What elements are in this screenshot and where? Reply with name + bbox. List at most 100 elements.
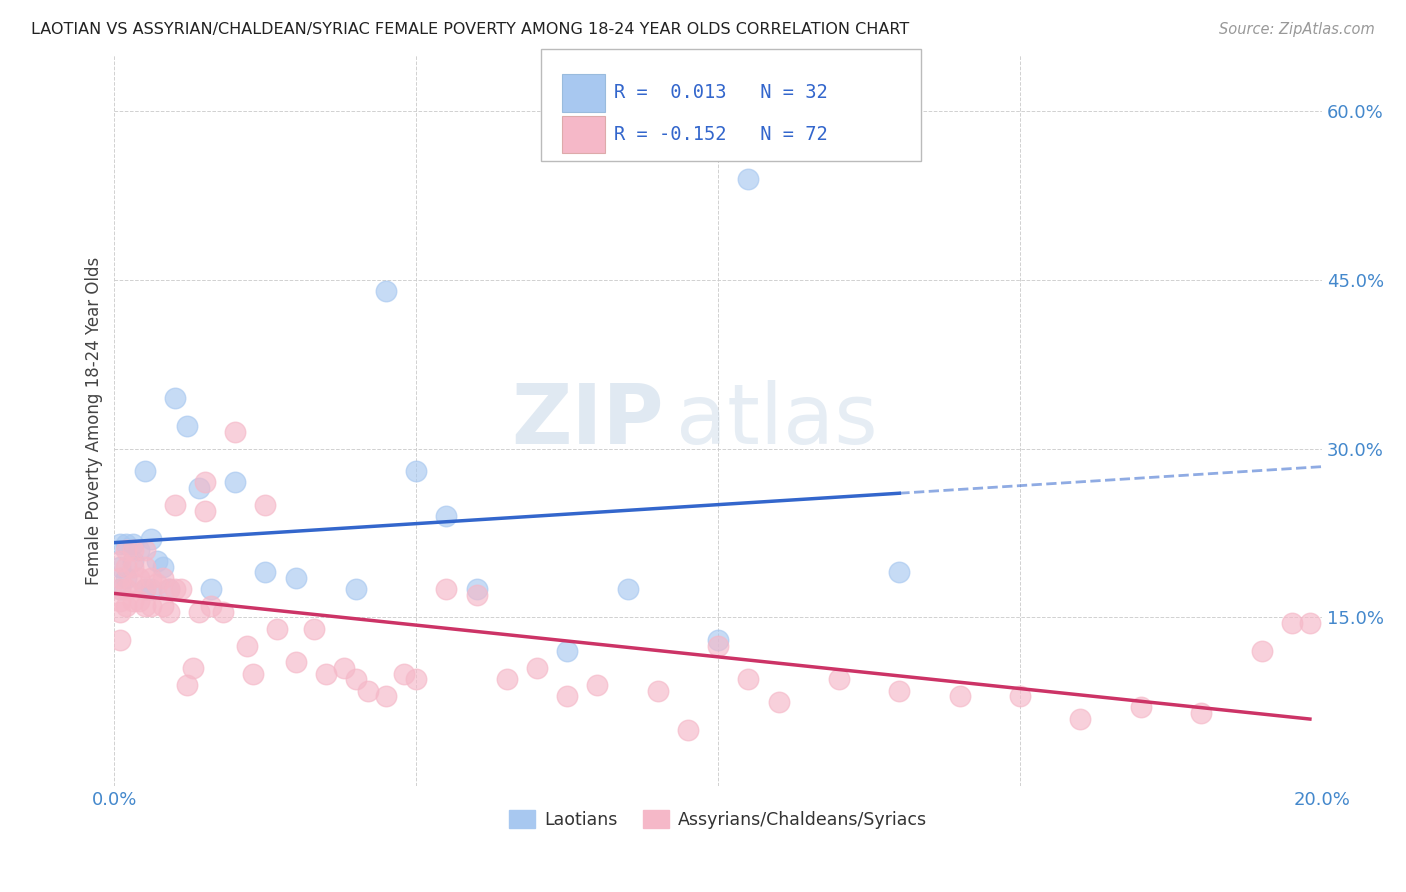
Point bbox=[284, 571, 307, 585]
Point bbox=[152, 599, 174, 614]
Point bbox=[170, 582, 193, 597]
Point bbox=[200, 599, 222, 614]
Point bbox=[128, 593, 150, 607]
Point bbox=[302, 622, 325, 636]
Point bbox=[187, 605, 209, 619]
Point bbox=[121, 543, 143, 558]
Point bbox=[737, 673, 759, 687]
Point bbox=[436, 582, 458, 597]
Point bbox=[110, 632, 132, 647]
Point bbox=[134, 464, 156, 478]
Point bbox=[139, 582, 162, 597]
Point bbox=[405, 673, 427, 687]
Point bbox=[115, 543, 138, 558]
Point bbox=[616, 582, 638, 597]
Point bbox=[357, 683, 380, 698]
Point bbox=[163, 582, 186, 597]
Point bbox=[224, 475, 246, 490]
Point bbox=[555, 689, 578, 703]
Point bbox=[128, 571, 150, 585]
Point bbox=[110, 571, 132, 585]
Point bbox=[128, 543, 150, 558]
Point bbox=[134, 582, 156, 597]
Point bbox=[110, 559, 132, 574]
Point bbox=[405, 464, 427, 478]
Point bbox=[737, 172, 759, 186]
Text: Source: ZipAtlas.com: Source: ZipAtlas.com bbox=[1219, 22, 1375, 37]
Point bbox=[121, 559, 143, 574]
Point bbox=[145, 554, 167, 568]
Point bbox=[436, 509, 458, 524]
Point bbox=[394, 666, 416, 681]
Point bbox=[1250, 644, 1272, 658]
Point bbox=[157, 582, 180, 597]
Point bbox=[110, 582, 132, 597]
Point bbox=[121, 576, 143, 591]
Point bbox=[157, 582, 180, 597]
Point bbox=[586, 678, 609, 692]
Point bbox=[139, 599, 162, 614]
Point bbox=[121, 537, 143, 551]
Point bbox=[266, 622, 288, 636]
Point bbox=[254, 566, 277, 580]
Point bbox=[115, 571, 138, 585]
Point bbox=[254, 498, 277, 512]
Point bbox=[194, 475, 217, 490]
Point bbox=[115, 582, 138, 597]
Point bbox=[121, 593, 143, 607]
Point bbox=[496, 673, 519, 687]
Legend: Laotians, Assyrians/Chaldeans/Syriacs: Laotians, Assyrians/Chaldeans/Syriacs bbox=[502, 804, 934, 836]
Point bbox=[344, 673, 367, 687]
Point bbox=[187, 481, 209, 495]
Point bbox=[157, 605, 180, 619]
Point bbox=[145, 576, 167, 591]
Point bbox=[647, 683, 669, 698]
Point bbox=[828, 673, 851, 687]
Point bbox=[110, 605, 132, 619]
Point bbox=[949, 689, 972, 703]
Point bbox=[134, 599, 156, 614]
Point bbox=[176, 419, 198, 434]
Text: LAOTIAN VS ASSYRIAN/CHALDEAN/SYRIAC FEMALE POVERTY AMONG 18-24 YEAR OLDS CORRELA: LAOTIAN VS ASSYRIAN/CHALDEAN/SYRIAC FEMA… bbox=[31, 22, 910, 37]
Point bbox=[242, 666, 264, 681]
Point bbox=[526, 661, 548, 675]
Point bbox=[284, 656, 307, 670]
Point bbox=[889, 683, 911, 698]
Point bbox=[181, 661, 204, 675]
Point bbox=[134, 559, 156, 574]
Point bbox=[110, 537, 132, 551]
Point bbox=[707, 639, 730, 653]
Point bbox=[134, 582, 156, 597]
Text: ZIP: ZIP bbox=[512, 380, 664, 461]
Point bbox=[1010, 689, 1032, 703]
Point bbox=[1281, 616, 1303, 631]
Point bbox=[212, 605, 235, 619]
Point bbox=[315, 666, 337, 681]
Point bbox=[707, 632, 730, 647]
Point bbox=[110, 582, 132, 597]
Point bbox=[163, 498, 186, 512]
Point bbox=[1189, 706, 1212, 720]
Point bbox=[110, 554, 132, 568]
Point bbox=[121, 554, 143, 568]
Point bbox=[465, 588, 488, 602]
Point bbox=[333, 661, 356, 675]
Point bbox=[889, 566, 911, 580]
Point bbox=[200, 582, 222, 597]
Point bbox=[194, 503, 217, 517]
Point bbox=[115, 599, 138, 614]
Point bbox=[465, 582, 488, 597]
Point bbox=[1129, 700, 1152, 714]
Point bbox=[115, 559, 138, 574]
Point bbox=[139, 532, 162, 546]
Y-axis label: Female Poverty Among 18-24 Year Olds: Female Poverty Among 18-24 Year Olds bbox=[86, 257, 103, 585]
Text: R = -0.152   N = 72: R = -0.152 N = 72 bbox=[614, 125, 828, 145]
Point bbox=[224, 425, 246, 439]
Point bbox=[152, 571, 174, 585]
Point bbox=[375, 689, 398, 703]
Point bbox=[344, 582, 367, 597]
Point bbox=[1299, 616, 1322, 631]
Point bbox=[236, 639, 259, 653]
Point bbox=[152, 559, 174, 574]
Text: R =  0.013   N = 32: R = 0.013 N = 32 bbox=[614, 83, 828, 103]
